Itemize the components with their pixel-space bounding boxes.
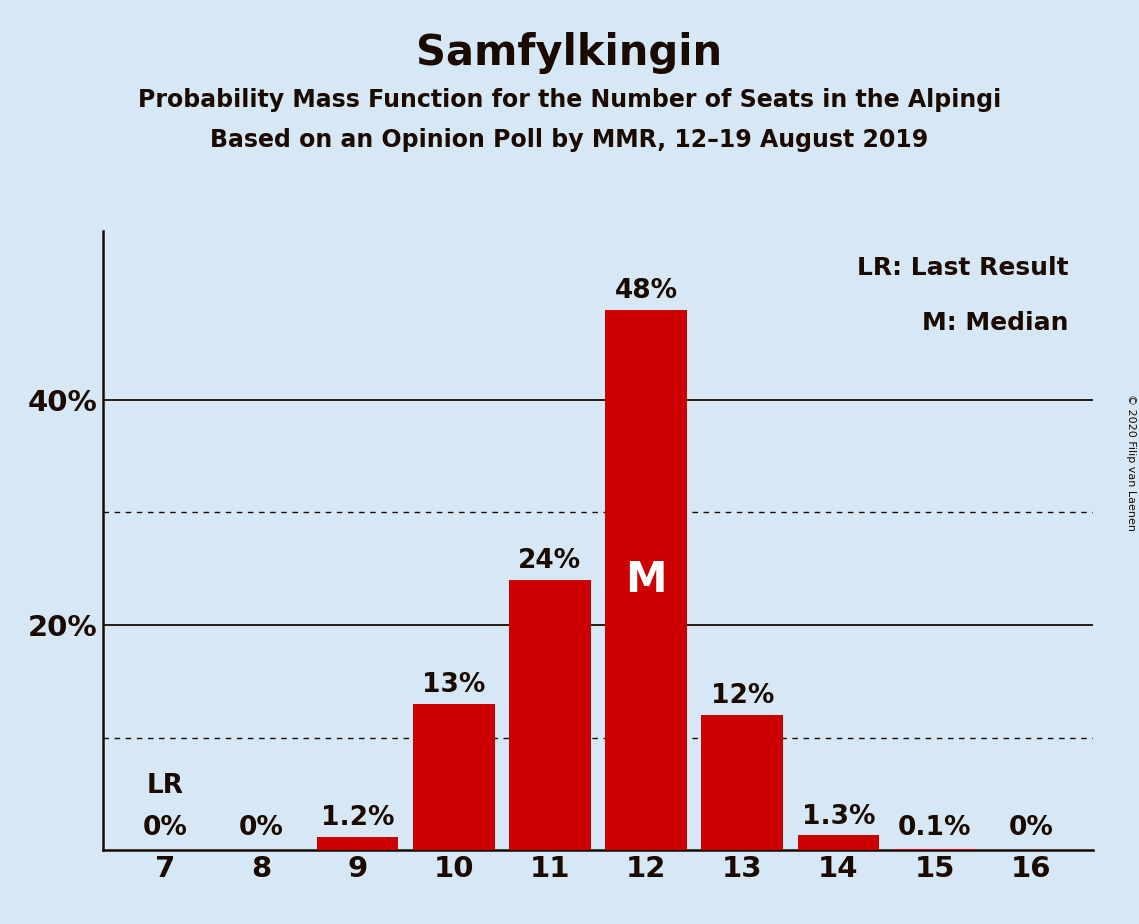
Text: M: M xyxy=(625,559,666,601)
Text: LR: Last Result: LR: Last Result xyxy=(857,256,1068,280)
Text: 24%: 24% xyxy=(518,548,581,575)
Bar xyxy=(509,580,591,850)
Text: Samfylkingin: Samfylkingin xyxy=(417,32,722,74)
Text: LR: LR xyxy=(147,773,183,799)
Text: © 2020 Filip van Laenen: © 2020 Filip van Laenen xyxy=(1126,394,1136,530)
Text: 12%: 12% xyxy=(711,684,775,710)
Bar xyxy=(702,715,784,850)
Bar xyxy=(317,836,399,850)
Text: 1.3%: 1.3% xyxy=(802,804,875,830)
Text: Probability Mass Function for the Number of Seats in the Alpingi: Probability Mass Function for the Number… xyxy=(138,88,1001,112)
Text: 0%: 0% xyxy=(1008,815,1054,841)
Bar xyxy=(797,835,879,850)
Text: 1.2%: 1.2% xyxy=(321,805,394,831)
Text: 13%: 13% xyxy=(421,672,485,699)
Text: 48%: 48% xyxy=(615,278,678,304)
Text: 0%: 0% xyxy=(142,815,188,841)
Bar xyxy=(605,310,687,850)
Text: Based on an Opinion Poll by MMR, 12–19 August 2019: Based on an Opinion Poll by MMR, 12–19 A… xyxy=(211,128,928,152)
Bar xyxy=(412,704,494,850)
Text: 0.1%: 0.1% xyxy=(898,815,972,841)
Text: M: Median: M: Median xyxy=(923,311,1068,335)
Text: 0%: 0% xyxy=(239,815,284,841)
Bar xyxy=(894,849,976,850)
